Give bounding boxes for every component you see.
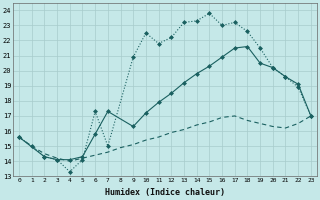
X-axis label: Humidex (Indice chaleur): Humidex (Indice chaleur) — [105, 188, 225, 197]
